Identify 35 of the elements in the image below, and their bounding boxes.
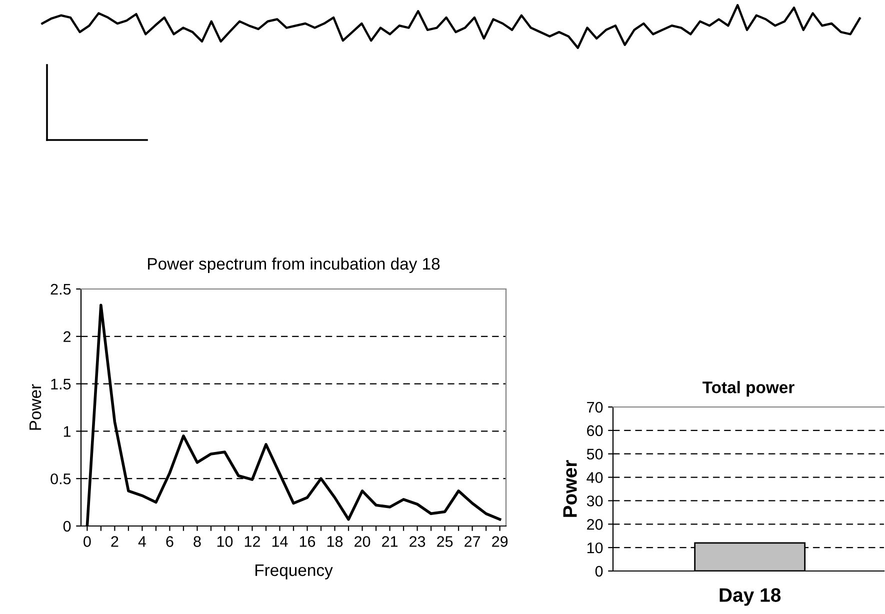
x-tick-label: 0: [84, 536, 91, 547]
x-tick-label: Day 18: [720, 588, 781, 606]
y-tick-label: 1: [64, 426, 71, 437]
x-tick-label: 21: [382, 536, 398, 547]
x-tick-label: 8: [194, 536, 201, 547]
x-tick-label: 4: [138, 536, 146, 547]
y-tick-label: 2: [64, 331, 71, 342]
x-tick-label: 29: [492, 536, 508, 547]
y-tick-label: 0: [63, 520, 71, 532]
x-tick-label: 14: [272, 536, 288, 547]
x-tick-label: 10: [217, 536, 233, 547]
y-tick-label: 60: [587, 425, 603, 436]
x-tick-label: 25: [437, 536, 453, 547]
y-tick-label: 0.5: [50, 473, 71, 484]
y-tick-label: 2.5: [50, 284, 71, 295]
x-tick-label: 6: [166, 536, 174, 547]
y-axis-title: Power: [30, 384, 42, 430]
y-tick-label: 40: [586, 472, 603, 483]
y-tick-label: 30: [586, 496, 603, 506]
x-tick-label: 23: [410, 536, 426, 547]
x-tick-label: 12: [244, 536, 260, 547]
x-tick-label: 16: [300, 536, 316, 547]
x-axis-title: Frequency: [256, 564, 333, 580]
y-tick-label: 20: [587, 519, 603, 530]
x-tick-label: 20: [354, 536, 370, 547]
x-tick-label: 18: [327, 536, 343, 547]
y-tick-label: 0: [595, 566, 603, 577]
x-tick-label: 27: [464, 536, 480, 547]
y-axis-title: Power: [563, 460, 577, 517]
chart-title: Power spectrum from incubation day 18: [148, 257, 440, 274]
y-tick-label: 70: [587, 402, 603, 413]
y-tick-label: 1.5: [51, 378, 71, 390]
chart-title: Total power: [702, 381, 794, 397]
x-tick-label: 2: [111, 536, 118, 547]
y-tick-label: 50: [586, 448, 603, 460]
